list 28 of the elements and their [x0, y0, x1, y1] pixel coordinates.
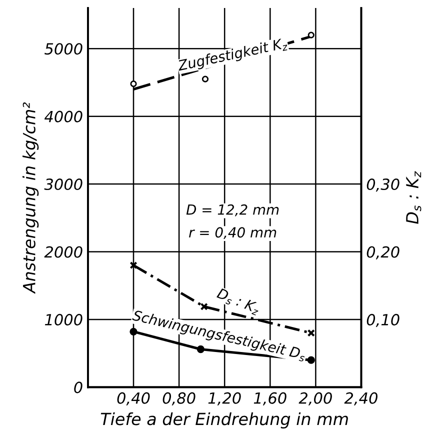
x-axis-title: Tiefe a der Eindrehung in mm — [100, 412, 348, 428]
y-tick-label: 1000 — [44, 314, 82, 326]
x-tick-label: 2,00 — [298, 392, 332, 406]
x-tick-label: 2,40 — [344, 392, 378, 406]
y2-tick-label: 0,10 — [366, 314, 400, 328]
x-tick-label: 0,80 — [162, 392, 196, 406]
point — [130, 261, 138, 270]
point — [202, 76, 209, 82]
point — [307, 329, 315, 337]
annotation: D = 12,2 mm — [186, 204, 279, 216]
y-tick-label: 3000 — [44, 178, 82, 190]
y2-axis-title: D$_{s}$ : K$_{z}$ — [406, 171, 422, 224]
y-tick-label: 0 — [74, 382, 82, 394]
x-tick-label: 0,40 — [117, 392, 150, 406]
y2-tick-label: 0,30 — [366, 178, 400, 192]
y-axis-title: Anstrengung in kg/cm² — [22, 102, 39, 294]
point — [307, 356, 315, 364]
point — [308, 32, 314, 38]
annotation: r = 0,40 mm — [189, 227, 276, 240]
x-tick-label: 1,60 — [254, 392, 286, 406]
point — [130, 80, 137, 88]
y-tick-label: 4000 — [44, 110, 82, 122]
y2-tick-label: 0,20 — [366, 246, 400, 260]
point — [200, 302, 208, 310]
y-tick-label: 5000 — [44, 43, 82, 55]
annotation: Zugfestigkeit K$_{z}$ — [176, 37, 288, 74]
x-tick-label: 1,20 — [208, 392, 241, 406]
y-tick-label: 2000 — [44, 246, 82, 258]
